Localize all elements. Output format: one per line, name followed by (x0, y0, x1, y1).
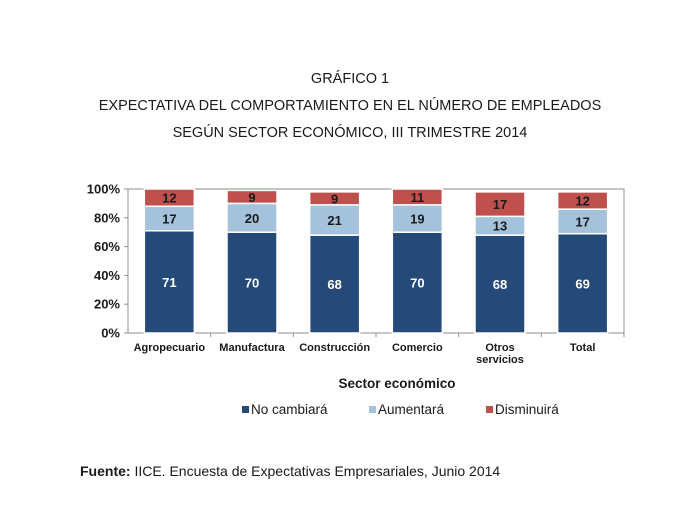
x-tick-label: Comercio (392, 342, 443, 354)
stacked-bar-chart: 0% 20% 40% 60% 80% 100% 71 17 12 Agropecuario 70 20… (87, 182, 625, 417)
legend-swatch (242, 406, 249, 413)
data-label: 68 (493, 277, 507, 292)
data-label: 20 (245, 211, 259, 226)
bar-segment (308, 204, 361, 236)
data-label: 13 (493, 219, 507, 234)
legend-label: Aumentará (378, 402, 445, 417)
x-tick-label: Manufactura (219, 342, 285, 354)
bar-segment (143, 188, 196, 208)
data-label: 70 (410, 276, 424, 291)
x-tick-label: servicios (476, 354, 524, 366)
x-tick-label: Agropecuario (134, 342, 206, 354)
chart-title-line-3: SEGÚN SECTOR ECONÓMICO, III TRIMESTRE 20… (172, 125, 528, 141)
bar-segment (391, 231, 444, 334)
data-label: 17 (575, 214, 589, 229)
data-label: 70 (245, 276, 259, 291)
data-label: 17 (162, 212, 176, 227)
x-axis-label: Sector económico (338, 376, 455, 391)
x-tick-label: Otros (485, 342, 514, 354)
y-tick-label: 0% (101, 326, 120, 341)
bar-segment (226, 231, 278, 334)
bar-segment (474, 191, 526, 218)
chart-title-line-2: EXPECTATIVA DEL COMPORTAMIENTO EN EL NÚM… (98, 98, 602, 114)
data-label: 19 (410, 212, 424, 227)
data-label: 68 (327, 277, 341, 292)
y-tick-label: 100% (87, 182, 121, 197)
data-label: 12 (162, 191, 176, 206)
data-label: 17 (493, 197, 507, 212)
chart-title-block: GRÁFICO 1 EXPECTATIVA DEL COMPORTAMIENTO… (0, 66, 700, 147)
data-label: 12 (575, 194, 589, 209)
legend-swatch (486, 406, 493, 413)
plot-area-border (127, 188, 625, 334)
data-label: 9 (248, 190, 255, 205)
y-tick-label: 20% (94, 297, 120, 312)
bar-segment (308, 191, 361, 206)
x-tick-label: Total (570, 342, 595, 354)
source-text: IICE. Encuesta de Expectativas Empresari… (130, 463, 501, 479)
data-label: 21 (327, 213, 341, 228)
data-label: 71 (162, 275, 176, 290)
legend-swatch (369, 406, 376, 413)
bar-segment (556, 191, 609, 210)
chart-title-line-1: GRÁFICO 1 (310, 71, 390, 87)
bar-segment (226, 202, 278, 233)
bar-segment (474, 234, 526, 334)
legend-label: Disminuirá (495, 402, 559, 417)
data-label: 11 (410, 190, 424, 205)
bar-segment (391, 188, 444, 206)
y-tick-label: 40% (94, 268, 120, 283)
bar-segment (143, 230, 196, 334)
source-label: Fuente: (80, 463, 131, 479)
y-tick-label: 60% (94, 239, 120, 254)
data-label: 9 (331, 191, 338, 206)
y-tick-label: 80% (94, 210, 120, 225)
source-note: Fuente: IICE. Encuesta de Expectativas E… (80, 463, 500, 479)
data-label: 69 (575, 276, 589, 291)
bar-segment (226, 189, 278, 205)
bar-segment (308, 234, 361, 334)
x-tick-label: Construcción (299, 342, 370, 354)
legend-label: No cambiará (251, 402, 328, 417)
